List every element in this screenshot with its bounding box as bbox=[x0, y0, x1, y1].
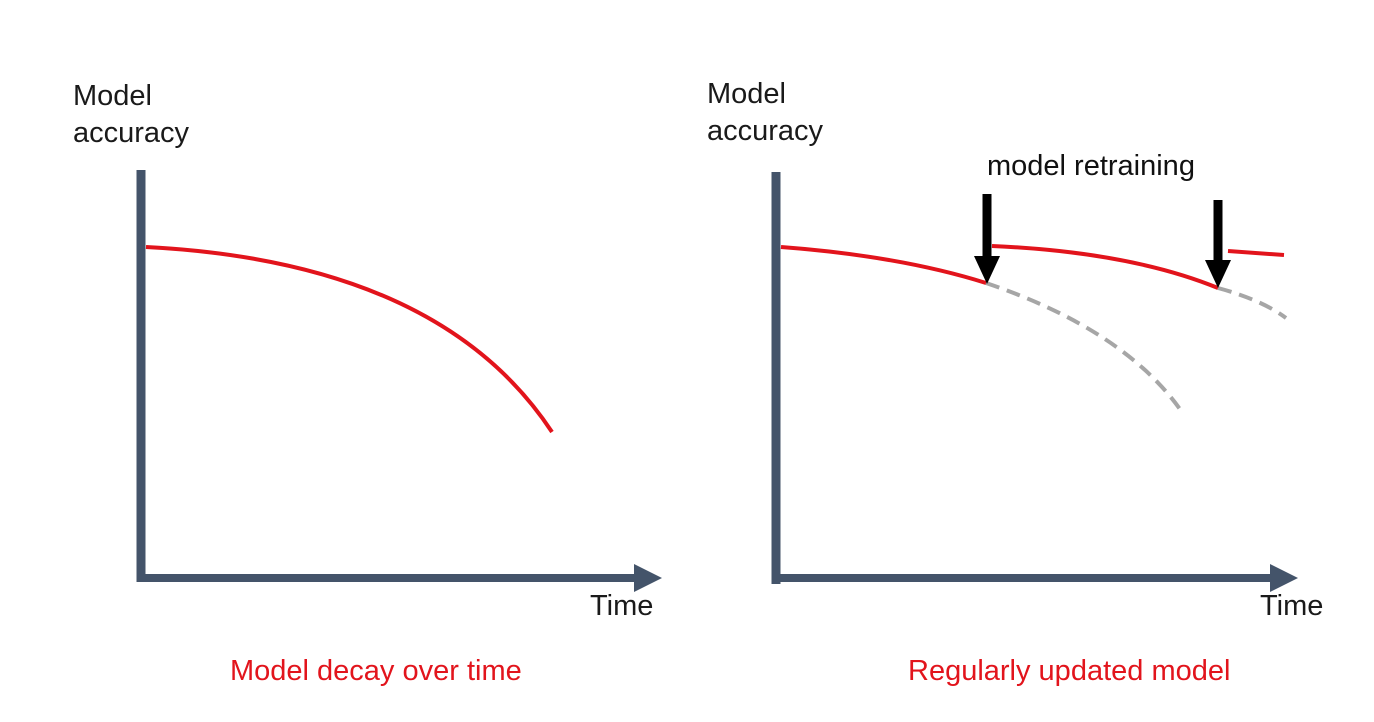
accuracy-segment-3 bbox=[1227, 249, 1285, 257]
accuracy-segment-1 bbox=[780, 245, 987, 285]
right-panel: Model accuracy Time model retraining Reg… bbox=[707, 78, 1323, 687]
left-panel: Model accuracy Time Model decay over tim… bbox=[73, 80, 662, 687]
right-x-axis-arrowhead bbox=[1270, 564, 1298, 592]
left-y-axis-title-line2: accuracy bbox=[73, 117, 190, 149]
left-accuracy-curve bbox=[145, 245, 554, 434]
right-y-axis-title-line2: accuracy bbox=[707, 115, 824, 147]
right-x-axis-title: Time bbox=[1260, 590, 1323, 622]
retraining-arrow-1 bbox=[974, 194, 1000, 284]
retraining-annotation: model retraining bbox=[987, 150, 1195, 182]
projected-decay-curve-1 bbox=[985, 281, 1184, 414]
left-y-axis-title-line1: Model bbox=[73, 80, 152, 112]
accuracy-segment-2 bbox=[991, 244, 1219, 290]
left-caption: Model decay over time bbox=[230, 655, 522, 687]
retraining-arrow-2 bbox=[1205, 200, 1231, 288]
left-x-axis-arrowhead bbox=[634, 564, 662, 592]
left-x-axis-title: Time bbox=[590, 590, 653, 622]
projected-decay-curve-2 bbox=[1217, 286, 1288, 320]
right-y-axis-title-line1: Model bbox=[707, 78, 786, 110]
right-caption: Regularly updated model bbox=[908, 655, 1230, 687]
